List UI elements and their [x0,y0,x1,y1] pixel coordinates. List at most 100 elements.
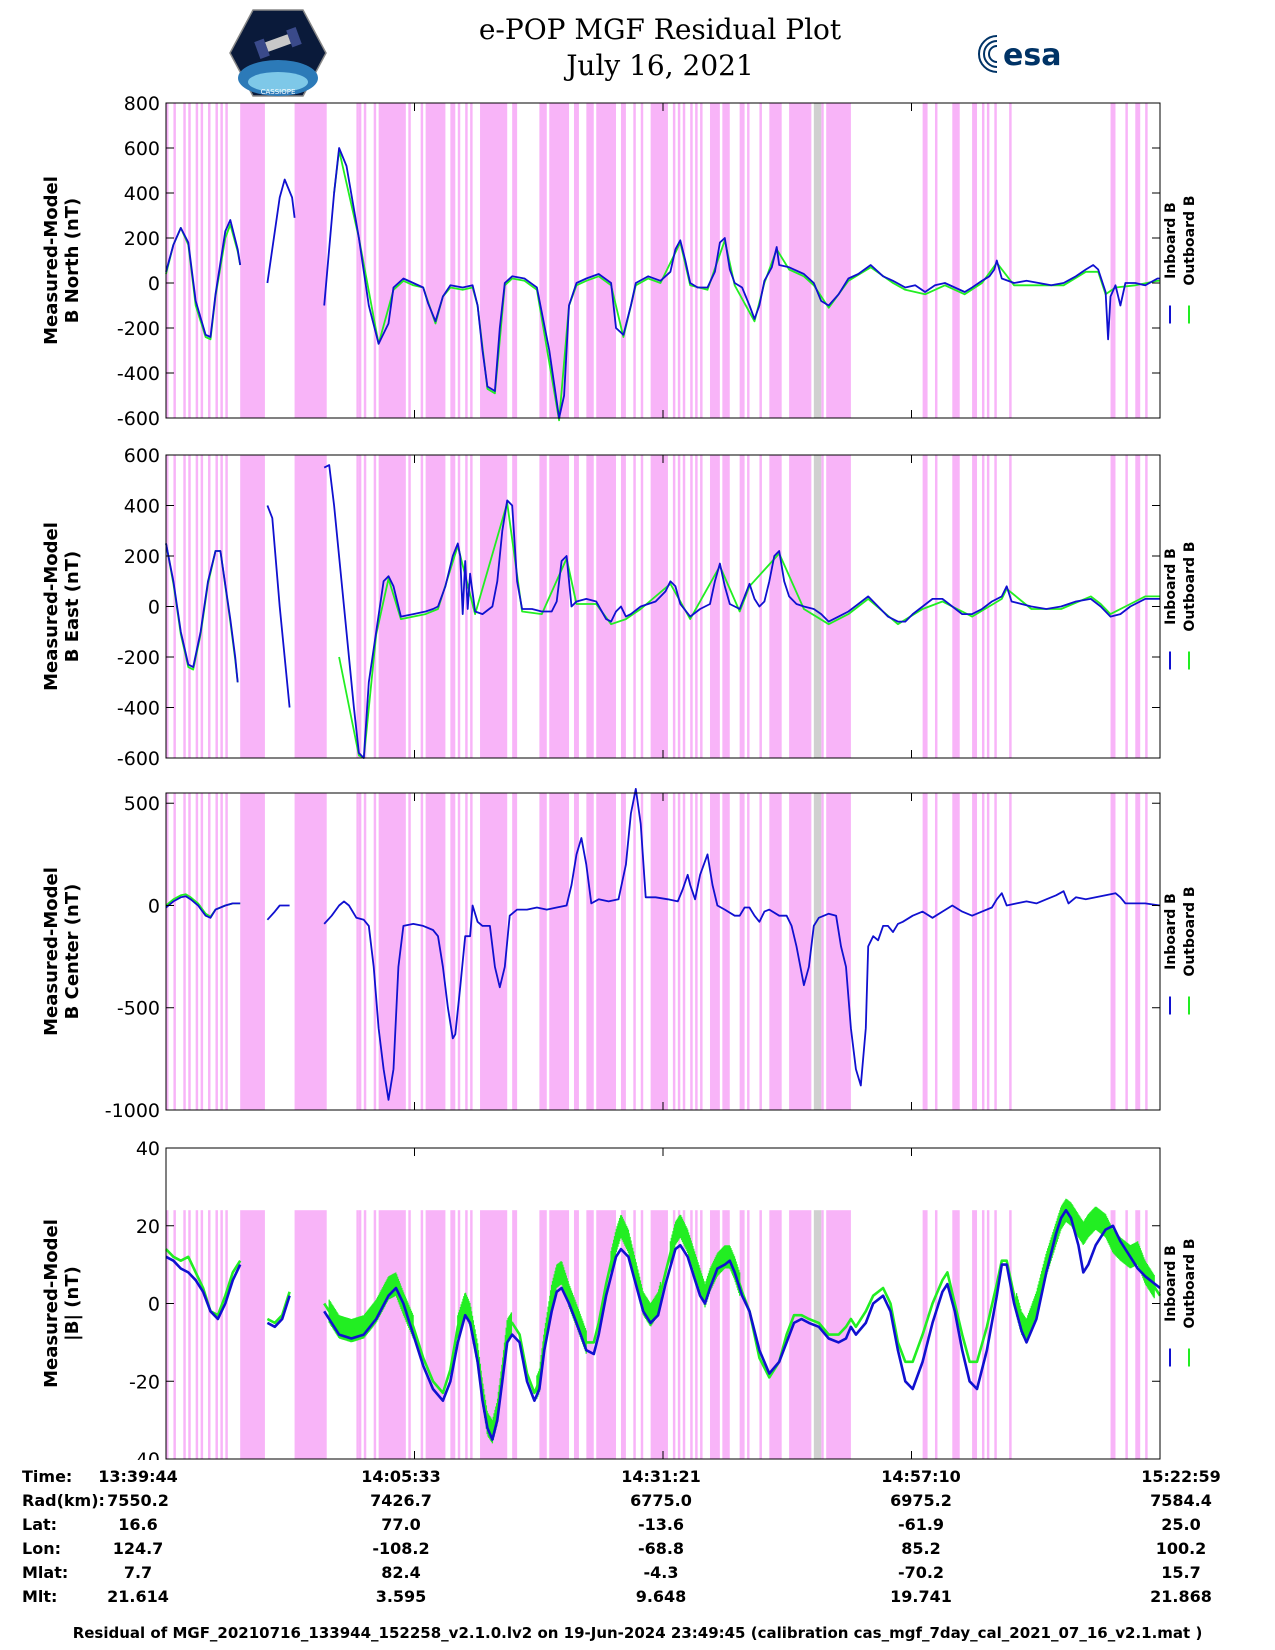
orbit-value: 85.2 [901,1539,941,1558]
shade-interval [690,455,693,758]
shade-interval [215,1210,218,1459]
y-axis-label: B Center (nT) [62,884,83,1020]
panel-center: -1000 -500 0 500 Measured-Model B Center (nT)… [41,788,1198,1122]
ytick-label: 200 [124,228,160,250]
shade-interval [690,793,693,1110]
shade-interval [188,793,191,1110]
shade-interval [420,455,424,758]
shade-interval [821,455,824,758]
shade-interval [363,103,367,418]
shade-interval [549,103,570,418]
orbit-table-row: Lat: 16.6 77.0 -13.6 -61.9 25.0 [22,1515,1222,1539]
shade-interval [373,103,377,418]
shade-interval [200,1210,204,1459]
shade-interval [457,455,461,758]
shade-interval [465,455,468,758]
ytick-label: -40 [129,1449,160,1460]
orbit-value: -61.9 [897,1515,945,1534]
shade-interval [682,793,686,1110]
shade-interval [739,103,745,418]
orbit-value: 7550.2 [107,1491,169,1510]
orbit-value: 14:31:21 [621,1467,701,1486]
shade-interval [166,1210,169,1459]
shade-interval [821,103,824,418]
shade-interval [650,793,668,1110]
shade-interval [356,793,359,1110]
title-block: e-POP MGF Residual Plot July 16, 2021 [380,12,940,84]
y-axis-label: Measured-Model [41,867,62,1036]
ytick-label: -200 [117,647,160,669]
shade-interval [739,1210,745,1459]
shade-interval [1145,793,1148,1110]
shade-interval [408,1210,411,1459]
orbit-value: 15.7 [1161,1563,1201,1582]
shade-interval [934,455,938,758]
shade-interval [539,455,547,758]
shade-interval [934,103,938,418]
shade-interval [1110,793,1116,1110]
shade-interval [633,793,636,1110]
shade-interval [358,793,362,1110]
orbit-table-row: Lon: 124.7 -108.2 -68.8 85.2 100.2 [22,1539,1222,1563]
shade-interval [225,793,228,1110]
shade-interval [994,103,997,418]
orbit-value: 15:22:59 [1141,1467,1221,1486]
shade-interval [1135,793,1141,1110]
ytick-label: 600 [124,445,160,467]
shade-interval [549,793,570,1110]
shade-interval [363,455,367,758]
shade-interval [208,1210,211,1459]
shade-interval [722,455,730,758]
orbit-row-label: Rad(km): [22,1491,105,1510]
shade-interval [922,1210,928,1459]
shade-interval [700,455,703,758]
shade-interval [208,793,211,1110]
shade-interval [952,793,960,1110]
ytick-label: -600 [117,408,160,430]
legend-outboard-label: Outboard B [1182,541,1198,631]
shade-interval [620,455,626,758]
shade-interval [986,793,990,1110]
shade-interval [195,455,199,758]
shade-interval [650,103,668,418]
ytick-label: 400 [124,496,160,518]
shade-interval [677,793,681,1110]
shade-interval [972,103,978,418]
shade-interval [769,1210,782,1459]
shade-interval [952,103,960,418]
inboard-series-line [165,1208,1161,1441]
shade-interval [677,455,681,758]
shade-interval [373,1210,377,1459]
shade-interval [549,455,570,758]
shade-interval [640,793,644,1110]
shade-interval [789,103,812,418]
shade-interval [952,455,960,758]
orbit-value: 7426.7 [370,1491,432,1510]
shade-interval [425,455,446,758]
shade-interval [470,103,473,418]
shade-interval [826,793,851,1110]
shade-interval [1135,455,1141,758]
cassiope-logo-text: CASSIOPE [261,88,296,96]
shade-interval [225,103,228,418]
shade-interval [620,103,626,418]
shade-interval [922,103,928,418]
legend-outboard-label: Outboard B [1182,886,1198,976]
inboard-series-line [165,147,1160,419]
shade-interval [539,1210,547,1459]
shade-interval [408,455,411,758]
shade-interval [981,455,985,758]
orbit-value: 16.6 [118,1515,158,1534]
orbit-row-label: Mlt: [22,1587,58,1606]
orbit-value: 21.868 [1150,1587,1212,1606]
shade-interval [539,103,547,418]
shade-interval [1145,1210,1148,1459]
shade-interval [480,103,508,418]
esa-logo: esa [978,34,1061,74]
shade-interval [573,455,579,758]
shade-interval [994,455,997,758]
orbit-value: -70.2 [897,1563,945,1582]
shade-interval [789,793,812,1110]
shade-interval [677,103,681,418]
shade-interval [425,793,446,1110]
